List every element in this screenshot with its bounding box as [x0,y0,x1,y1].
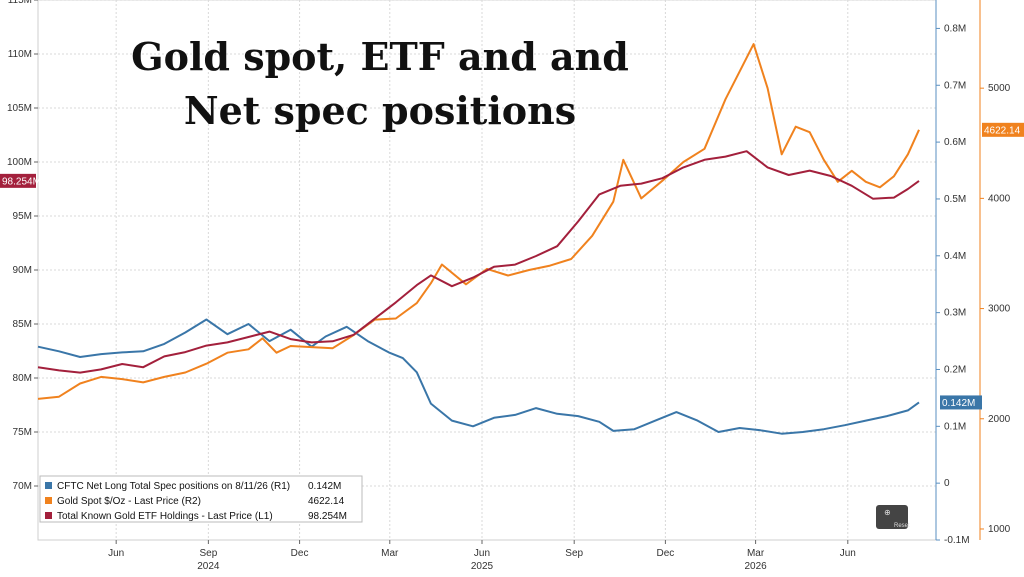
reset-button[interactable]: ⊕ Reset [876,505,910,529]
series-line-gold [37,43,920,400]
legend: CFTC Net Long Total Spec positions on 8/… [39,475,363,523]
x-axis-tick-label: Jun [840,548,856,559]
last-value-tag-label-cftc: 0.142M [942,398,975,409]
right-axis-r1-tick-label: -0.1M [944,535,970,546]
x-axis-tick-label: Dec [656,548,674,559]
legend-swatch-gold [45,497,52,504]
left-axis-tick-label: 95M [13,211,32,222]
right-axis-r1-tick-label: 0.5M [944,194,966,205]
right-axis-r1-tick-label: 0.3M [944,308,966,319]
legend-swatch-cftc [45,482,52,489]
left-axis-tick-label: 105M [7,103,32,114]
x-axis-tick-label: Dec [291,548,309,559]
left-axis-tick-label: 75M [13,427,32,438]
legend-label-etf: Total Known Gold ETF Holdings - Last Pri… [57,511,273,522]
left-axis-tick-label: 90M [13,265,32,276]
x-axis-tick-label: Sep [565,548,583,559]
reset-button-bg[interactable] [876,505,908,529]
x-axis-tick-label: Mar [747,548,765,559]
right-axis-r2-tick-label: 3000 [988,304,1011,315]
left-axis-tick-label: 85M [13,319,32,330]
series-layer [37,43,920,435]
legend-box [39,475,363,523]
legend-value-cftc: 0.142M [308,481,341,492]
reset-button-label: Reset [894,523,910,529]
x-axis-tick-label: Sep [199,548,217,559]
last-value-tag-label-gold: 4622.14 [984,125,1021,136]
right-axis-r1-tick-label: 0.6M [944,137,966,148]
right-axis-r2-tick-label: 2000 [988,414,1011,425]
right-axis-r1-tick-label: 0.7M [944,80,966,91]
x-axis-tick-label: Jun [474,548,490,559]
series-line-etf [37,150,920,374]
last-value-tag-etf [0,173,36,188]
right-axis-r1-tick-label: 0 [944,478,950,489]
x-axis: Jun Sep Dec Mar Jun Sep Dec Mar Jun 2024 2025 2026 [108,540,856,572]
right-axis-r1: -0.1M 0 0.1M 0.2M 0.3M 0.4M 0.5M 0.6M 0.7M 0.8M [935,0,970,546]
right-axis-r2-tick-label: 5000 [988,83,1011,94]
last-value-tags: 0.142M 4622.14 98.254M [0,122,1024,410]
x-axis-tick-label: Jun [108,548,124,559]
series-line-cftc [37,318,920,435]
chart-title-line-2: Net spec positions [184,88,576,133]
legend-value-etf: 98.254M [308,511,347,522]
legend-label-gold: Gold Spot $/Oz - Last Price (R2) [57,496,201,507]
left-axis-l1: 70M 75M 80M 85M 90M 95M 100M 105M 110M 115M [7,0,38,492]
right-axis-r1-tick-label: 0.2M [944,364,966,375]
x-axis-tick-label: Mar [381,548,399,559]
left-axis-tick-label: 115M [8,0,32,6]
right-axis-r1-tick-label: 0.8M [944,23,966,34]
last-value-tag-gold [982,122,1024,137]
right-axis-r2-tick-label: 4000 [988,193,1011,204]
right-axis-r2-tick-label: 1000 [988,524,1011,535]
legend-value-gold: 4622.14 [308,496,345,507]
last-value-tag-label-etf: 98.254M [2,176,41,187]
x-axis-year-label: 2025 [471,561,494,572]
reset-icon: ⊕ [884,508,891,517]
left-axis-tick-label: 70M [13,481,32,492]
gridlines [38,0,936,540]
left-axis-tick-label: 110M [8,49,32,60]
chart-title-line-1: Gold spot, ETF and and [131,34,629,79]
right-axis-r1-tick-label: 0.4M [944,251,966,262]
left-axis-tick-label: 80M [13,373,32,384]
right-axis-r1-tick-label: 0.1M [944,421,966,432]
x-axis-year-label: 2026 [744,561,767,572]
legend-swatch-etf [45,512,52,519]
legend-label-cftc: CFTC Net Long Total Spec positions on 8/… [57,481,290,492]
right-axis-r2: 1000 2000 3000 4000 5000 [979,0,1011,540]
x-axis-year-label: 2024 [197,561,220,572]
left-axis-tick-label: 100M [7,157,32,168]
last-value-tag-cftc [940,395,982,410]
